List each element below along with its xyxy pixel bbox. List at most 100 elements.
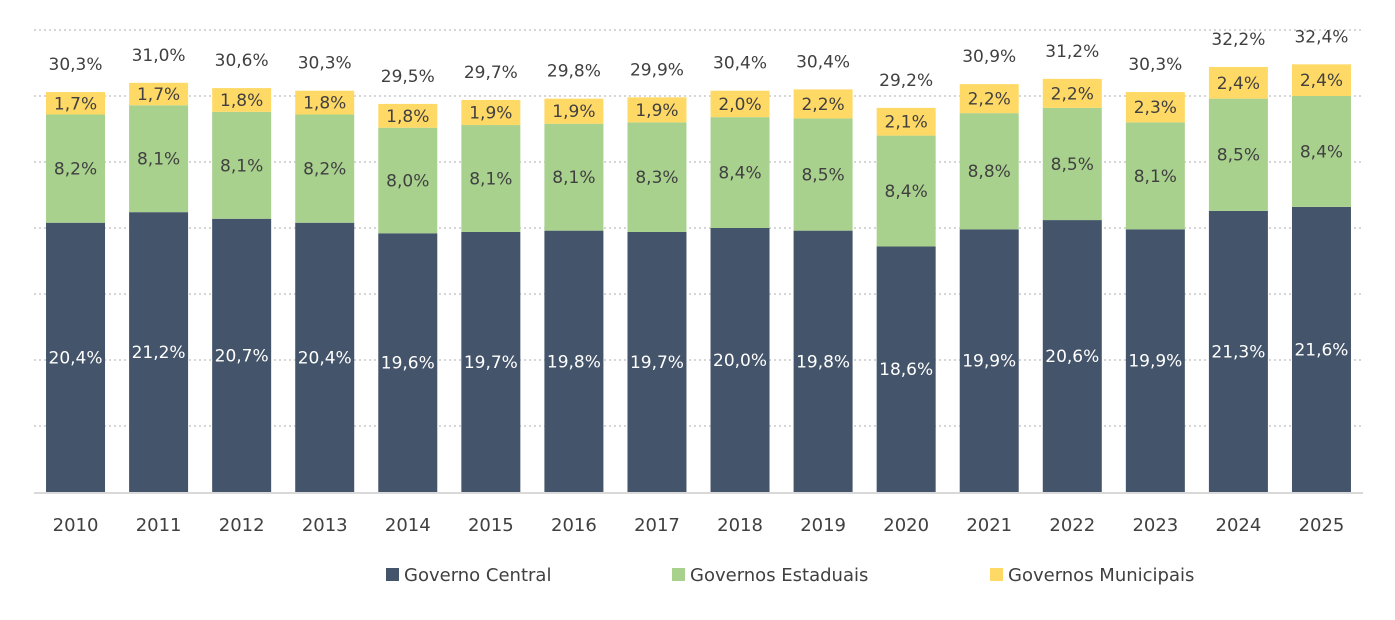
- bar-segment-governos-estaduais: [959, 113, 1019, 230]
- bar-segment-governo-central: [46, 222, 106, 492]
- bars: [46, 64, 1351, 492]
- data-label: 2,2%: [1051, 84, 1094, 104]
- data-label: 1,8%: [220, 91, 263, 111]
- x-tick-label: 2016: [551, 515, 597, 536]
- data-label: 19,7%: [464, 353, 518, 373]
- x-tick-label: 2022: [1049, 515, 1095, 536]
- total-label: 29,5%: [381, 67, 435, 87]
- bar-segment-governos-municipais: [295, 90, 355, 115]
- bar-segment-governos-estaduais: [129, 105, 189, 213]
- data-label: 1,9%: [635, 101, 678, 121]
- data-label: 8,2%: [303, 160, 346, 180]
- legend-swatch: [990, 568, 1003, 581]
- data-label: 2,3%: [1134, 98, 1177, 118]
- data-label: 20,6%: [1045, 347, 1099, 367]
- bar-segment-governos-estaduais: [544, 123, 604, 231]
- total-label: 30,4%: [713, 54, 767, 74]
- bar-segment-governos-municipais: [959, 84, 1019, 114]
- bar-segment-governos-municipais: [1042, 78, 1102, 108]
- bar-segment-governo-central: [876, 246, 936, 492]
- data-label: 21,2%: [132, 343, 186, 363]
- total-label: 29,7%: [464, 63, 518, 83]
- data-label: 8,5%: [1217, 146, 1260, 166]
- bar-segment-governos-municipais: [1208, 66, 1268, 99]
- bar-segment-governos-estaduais: [793, 118, 853, 231]
- data-label: 8,3%: [635, 168, 678, 188]
- total-label: 29,2%: [879, 71, 933, 91]
- bar-segment-governo-central: [1291, 206, 1351, 492]
- x-tick-label: 2010: [53, 515, 99, 536]
- bar-segment-governos-municipais: [1291, 64, 1351, 96]
- x-tick-label: 2013: [302, 515, 348, 536]
- segment-labels: 20,4% 8,2% 1,7% 21,2% 8,1% 1,7% 20,7% 8,1% 1,8% 2…: [49, 71, 1349, 380]
- bar-segment-governo-central: [544, 230, 604, 492]
- total-label: 30,4%: [796, 52, 850, 72]
- data-label: 8,5%: [1051, 155, 1094, 175]
- x-tick-label: 2019: [800, 515, 846, 536]
- data-label: 2,0%: [718, 95, 761, 115]
- bar-segment-governos-municipais: [461, 99, 521, 126]
- bar-segment-governo-central: [378, 233, 438, 492]
- total-label: 30,9%: [962, 47, 1016, 67]
- x-tick-label: 2021: [966, 515, 1012, 536]
- total-label: 31,2%: [1045, 42, 1099, 62]
- bar-segment-governo-central: [1208, 210, 1268, 492]
- bar-segment-governos-municipais: [46, 92, 106, 115]
- data-label: 8,0%: [386, 171, 429, 191]
- data-label: 8,4%: [718, 164, 761, 184]
- bar-segment-governos-municipais: [129, 82, 189, 106]
- bar-segment-governo-central: [627, 231, 687, 492]
- data-label: 1,9%: [469, 104, 512, 124]
- legend-label: Governos Municipais: [1008, 565, 1194, 586]
- bar-segment-governos-estaduais: [1042, 107, 1102, 221]
- data-label: 8,1%: [552, 168, 595, 188]
- bar-segment-governos-municipais: [710, 90, 770, 118]
- data-label: 8,4%: [885, 182, 928, 202]
- data-label: 8,4%: [1300, 142, 1343, 162]
- bar-segment-governos-estaduais: [378, 127, 438, 234]
- data-label: 20,0%: [713, 351, 767, 371]
- data-label: 19,8%: [796, 352, 850, 372]
- bar-segment-governo-central: [129, 212, 189, 492]
- bar-segment-governos-municipais: [544, 98, 604, 124]
- data-label: 8,8%: [968, 162, 1011, 182]
- data-label: 8,1%: [220, 156, 263, 176]
- bar-segment-governo-central: [212, 218, 272, 492]
- bar-segment-governos-estaduais: [46, 114, 106, 223]
- total-labels: 30,3% 31,0% 30,6% 30,3% 29,5% 29,7% 29,8% 29,9%…: [49, 27, 1349, 91]
- data-label: 1,7%: [137, 85, 180, 105]
- x-tick-label: 2017: [634, 515, 680, 536]
- total-label: 30,3%: [49, 55, 103, 75]
- x-tick-label: 2024: [1216, 515, 1262, 536]
- x-tick-label: 2020: [883, 515, 929, 536]
- total-label: 32,2%: [1211, 30, 1265, 50]
- bar-segment-governos-municipais: [212, 88, 272, 112]
- total-label: 30,3%: [298, 54, 352, 74]
- bar-segment-governos-municipais: [627, 97, 687, 123]
- bar-segment-governos-estaduais: [1291, 96, 1351, 207]
- data-label: 18,6%: [879, 360, 933, 380]
- bar-segment-governo-central: [1042, 220, 1102, 492]
- data-label: 21,3%: [1211, 342, 1265, 362]
- bar-segment-governos-municipais: [876, 107, 936, 136]
- bar-segment-governos-estaduais: [710, 117, 770, 228]
- bar-segment-governos-municipais: [793, 89, 853, 119]
- legend: Governo Central Governos Estaduais Governo…: [386, 565, 1194, 586]
- bar-segment-governo-central: [710, 228, 770, 492]
- bar-segment-governo-central: [295, 222, 355, 492]
- bar-segment-governo-central: [1125, 229, 1185, 492]
- data-label: 19,9%: [962, 352, 1016, 372]
- data-label: 8,1%: [469, 170, 512, 190]
- bar-segment-governos-estaduais: [1208, 98, 1268, 211]
- x-tick-label: 2011: [136, 515, 182, 536]
- x-tick-label: 2018: [717, 515, 763, 536]
- total-label: 29,9%: [630, 60, 684, 80]
- data-label: 1,7%: [54, 94, 97, 114]
- bar-segment-governos-estaduais: [876, 135, 936, 247]
- bar-segment-governo-central: [959, 229, 1019, 492]
- data-label: 2,1%: [885, 113, 928, 133]
- data-label: 19,8%: [547, 352, 601, 372]
- x-tick-label: 2014: [385, 515, 431, 536]
- data-label: 2,4%: [1217, 74, 1260, 94]
- x-axis-ticks: 2010 2011 2012 2013 2014 2015 2016 2017 2018 2019…: [53, 515, 1345, 536]
